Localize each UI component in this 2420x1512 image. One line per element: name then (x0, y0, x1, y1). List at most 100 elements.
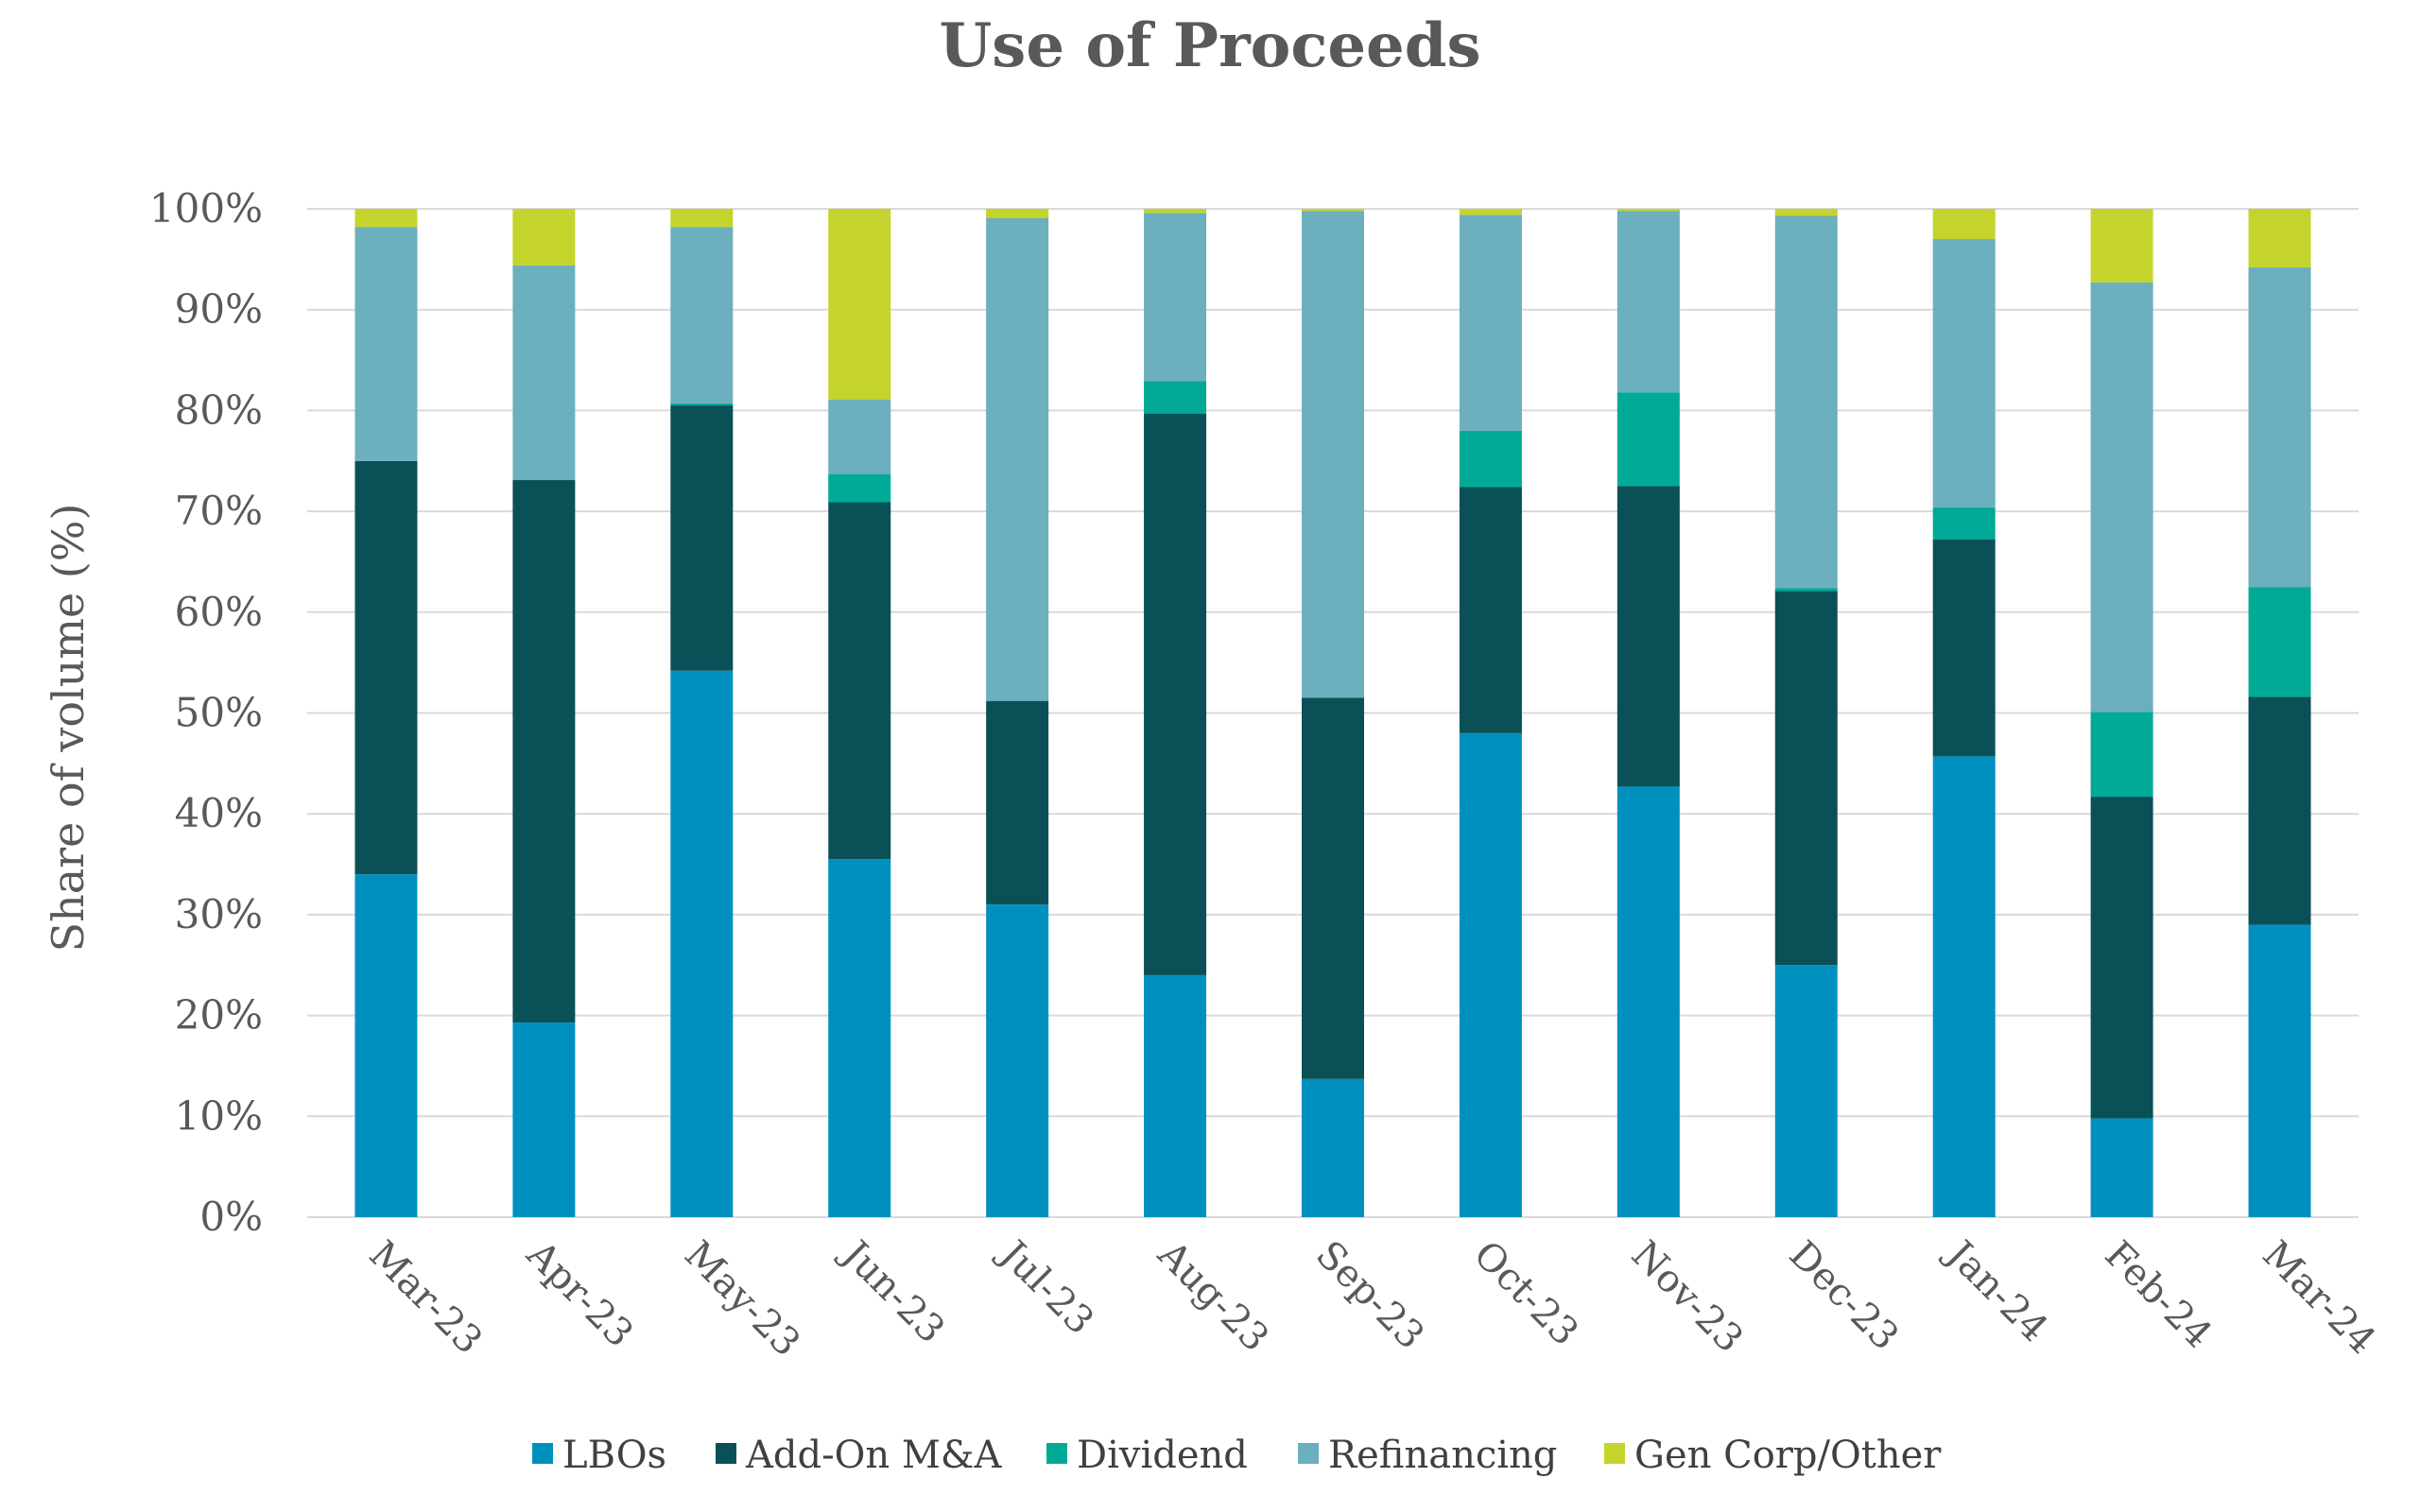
bar-segment-add-on-m-a-may-23 (670, 405, 734, 671)
bar-segment-lbos-may-23 (670, 670, 734, 1217)
bar-segment-refinancing-sep-23 (1302, 211, 1364, 698)
bar-segment-gen-corp-other-aug-23 (1144, 209, 1207, 214)
bar-segment-refinancing-feb-24 (2090, 282, 2153, 713)
bar-segment-gen-corp-other-sep-23 (1302, 209, 1364, 212)
bar-segment-lbos-aug-23 (1144, 974, 1207, 1217)
bar-segment-gen-corp-other-may-23 (670, 209, 734, 228)
bar-segment-add-on-m-a-apr-23 (512, 480, 576, 1023)
y-tick-label: 60% (175, 589, 263, 635)
x-tick-label: May-23 (676, 1233, 808, 1366)
bar-segment-refinancing-apr-23 (512, 265, 576, 481)
y-tick-label: 30% (175, 891, 263, 937)
bar-segment-add-on-m-a-jun-23 (828, 502, 891, 860)
bar-segment-lbos-sep-23 (1302, 1078, 1364, 1217)
legend-swatch (532, 1443, 553, 1464)
legend-label: Add-On M&A (745, 1434, 1002, 1477)
bar-segment-dividend-may-23 (670, 403, 734, 406)
bar-segment-add-on-m-a-feb-24 (2090, 797, 2153, 1119)
x-tick-label: Jun-23 (831, 1230, 953, 1352)
legend: LBOs Add-On M&A Dividend Refinancing Gen Cor… (532, 1434, 1942, 1477)
legend-swatch (1604, 1443, 1625, 1464)
bar-segment-lbos-oct-23 (1459, 732, 1522, 1217)
bar-segment-gen-corp-other-feb-24 (2090, 209, 2153, 283)
bar-segment-refinancing-oct-23 (1459, 215, 1522, 431)
y-tick-label: 0% (199, 1194, 263, 1240)
y-axis-ticks: 0% 10% 20% 30% 40% 50% 60% 70% 80% 90% 100% (149, 185, 263, 1240)
x-tick-label: Jan-24 (1936, 1230, 2056, 1350)
bar-segment-refinancing-jun-23 (828, 399, 891, 474)
bar-segment-dividend-jun-23 (828, 473, 891, 503)
bar-segment-gen-corp-other-mar-24 (2248, 209, 2311, 267)
bar-segment-lbos-jul-23 (986, 904, 1049, 1217)
bar-segment-lbos-feb-24 (2090, 1118, 2153, 1217)
legend-label: Dividend (1077, 1434, 1248, 1477)
bar-segment-lbos-mar-24 (2248, 924, 2311, 1217)
bar-segment-add-on-m-a-jul-23 (986, 700, 1049, 905)
x-tick-label: Mar-24 (2254, 1233, 2383, 1363)
x-tick-label: Aug-23 (1149, 1232, 1277, 1361)
legend-swatch (1046, 1443, 1067, 1464)
bar-segment-gen-corp-other-nov-23 (1616, 209, 1680, 212)
bar-segment-gen-corp-other-dec-23 (1774, 209, 1838, 216)
y-tick-label: 50% (175, 690, 263, 736)
y-tick-label: 70% (175, 488, 263, 534)
legend-swatch (716, 1443, 736, 1464)
bar-segment-dividend-oct-23 (1459, 430, 1522, 488)
bar-segment-refinancing-mar-23 (354, 227, 418, 461)
y-tick-label: 20% (175, 992, 263, 1039)
bar-segment-refinancing-jan-24 (1932, 239, 1996, 507)
y-tick-label: 100% (149, 185, 263, 232)
bar-segment-lbos-apr-23 (512, 1022, 576, 1217)
bar-segment-gen-corp-other-jun-23 (828, 209, 891, 400)
bar-segment-gen-corp-other-oct-23 (1459, 209, 1522, 215)
bar-segment-add-on-m-a-nov-23 (1616, 486, 1680, 787)
bar-segment-lbos-mar-23 (354, 874, 418, 1217)
y-tick-label: 10% (175, 1092, 263, 1139)
bar-segment-dividend-aug-23 (1144, 381, 1207, 414)
legend-label: Refinancing (1328, 1434, 1557, 1477)
bar-segment-add-on-m-a-oct-23 (1459, 487, 1522, 733)
legend-label: LBOs (562, 1434, 666, 1477)
bar-segment-refinancing-dec-23 (1774, 215, 1838, 589)
y-tick-label: 90% (175, 286, 263, 333)
bar-segment-dividend-jan-24 (1932, 507, 1996, 540)
x-tick-label: Oct-23 (1465, 1233, 1586, 1354)
bar-segment-gen-corp-other-apr-23 (512, 209, 576, 266)
bar-segment-add-on-m-a-dec-23 (1774, 591, 1838, 966)
bar-segment-lbos-nov-23 (1616, 786, 1680, 1217)
bar-segment-dividend-mar-24 (2248, 587, 2311, 697)
bar-segment-refinancing-jul-23 (986, 217, 1049, 701)
bar-segment-add-on-m-a-jan-24 (1932, 539, 1996, 757)
x-tick-label: Apr-23 (518, 1232, 642, 1356)
bar-segment-lbos-jun-23 (828, 859, 891, 1217)
bar-segment-add-on-m-a-sep-23 (1302, 697, 1364, 1079)
bar-segment-refinancing-may-23 (670, 227, 734, 404)
bar-segment-gen-corp-other-mar-23 (354, 209, 418, 228)
bar-segment-gen-corp-other-jan-24 (1932, 209, 1996, 240)
bar-segment-refinancing-aug-23 (1144, 213, 1207, 382)
bar-segment-add-on-m-a-aug-23 (1144, 413, 1207, 975)
y-axis-label: Share of volume (%) (43, 504, 94, 953)
bar-segment-dividend-nov-23 (1616, 392, 1680, 487)
bar-segment-dividend-dec-23 (1774, 588, 1838, 592)
bar-segment-dividend-feb-24 (2090, 712, 2153, 798)
bar-segment-gen-corp-other-jul-23 (986, 209, 1049, 218)
x-axis-ticks: Mar-23 Apr-23 May-23 Jun-23 Jul-23 Aug-23 Sep-… (360, 1230, 2383, 1366)
x-tick-label: Dec-23 (1781, 1233, 1907, 1359)
y-tick-label: 80% (175, 387, 263, 433)
x-tick-label: Jul-23 (989, 1230, 1102, 1344)
bar-segment-refinancing-nov-23 (1616, 211, 1680, 393)
bar-segment-add-on-m-a-mar-24 (2248, 696, 2311, 925)
bar-segment-lbos-dec-23 (1774, 965, 1838, 1217)
x-tick-label: Nov-23 (1623, 1233, 1752, 1362)
legend-swatch (1298, 1443, 1319, 1464)
bar-segment-lbos-jan-24 (1932, 756, 1996, 1217)
chart-title: Use of Proceeds (939, 10, 1480, 81)
bar-segment-add-on-m-a-mar-23 (354, 460, 418, 875)
x-tick-label: Sep-23 (1307, 1233, 1432, 1358)
x-tick-label: Mar-23 (360, 1233, 490, 1363)
x-tick-label: Feb-24 (2097, 1233, 2221, 1357)
bar-segment-refinancing-mar-24 (2248, 266, 2311, 588)
bars (354, 209, 2311, 1217)
y-tick-label: 40% (175, 790, 263, 836)
